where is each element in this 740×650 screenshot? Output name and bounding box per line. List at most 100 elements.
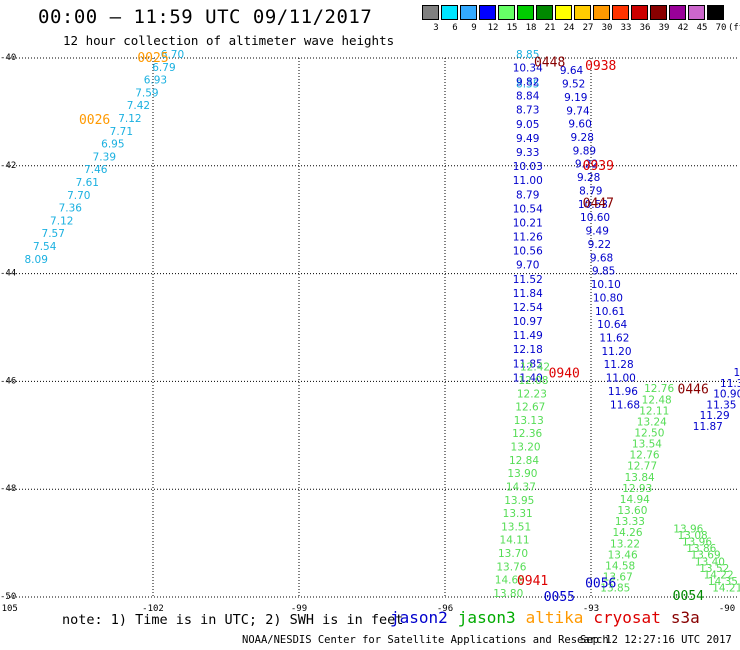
scale-tick-label: 6 bbox=[452, 23, 458, 33]
swh-value: 13.33 bbox=[615, 516, 645, 528]
swh-value: 13.85 bbox=[600, 583, 630, 595]
swh-value: 6.79 bbox=[152, 62, 175, 74]
swh-value: 8.79 bbox=[579, 185, 602, 197]
scale-swatch bbox=[441, 5, 458, 20]
swh-value: 9.74 bbox=[566, 105, 590, 117]
generated-timestamp: Sep 12 12:27:16 UTC 2017 bbox=[580, 634, 732, 646]
swh-value: 12.18 bbox=[513, 344, 543, 356]
swh-value: 7.46 bbox=[84, 164, 108, 176]
swh-value: 13.13 bbox=[514, 415, 544, 427]
swh-value: 13.60 bbox=[617, 505, 647, 517]
swh-value: 13.46 bbox=[608, 549, 638, 561]
satellite-legend: jason2 jason3 altika cryosat s3a bbox=[390, 608, 710, 627]
swh-value: 11.40 bbox=[513, 372, 543, 384]
lon-label: -93 bbox=[583, 604, 599, 614]
swh-value: 14.11 bbox=[500, 535, 530, 547]
swh-value: 12.23 bbox=[517, 388, 547, 400]
swh-value: 13.20 bbox=[511, 442, 541, 454]
scale-tick-label: 39 bbox=[658, 23, 670, 33]
swh-value: 14.26 bbox=[612, 527, 642, 539]
swh-value: 13.08 bbox=[678, 530, 708, 542]
scale-tick-label: 9 bbox=[471, 23, 477, 33]
scale-tick-label: 33 bbox=[620, 23, 632, 33]
swh-value: 12.77 bbox=[627, 461, 657, 473]
swh-value: 7.57 bbox=[42, 228, 65, 240]
swh-value: 7.39 bbox=[93, 151, 116, 163]
swh-value: 14.94 bbox=[620, 494, 650, 506]
scale-swatch bbox=[460, 5, 477, 20]
scale-swatch bbox=[517, 5, 534, 20]
lat-label: -46 bbox=[0, 376, 16, 386]
swh-value: 13.54 bbox=[632, 439, 662, 451]
swh-value: 11.29 bbox=[700, 410, 730, 422]
swh-value: 13.95 bbox=[504, 495, 534, 507]
legend-item-altika: altika bbox=[525, 608, 584, 627]
swh-value: 10.80 bbox=[593, 292, 623, 304]
scale-swatch bbox=[555, 5, 572, 20]
pass-time-label: 0446 bbox=[678, 382, 709, 397]
swh-value: 10.56 bbox=[513, 246, 543, 258]
swh-value: 11.00 bbox=[513, 175, 543, 187]
swh-value: 9.28 bbox=[571, 132, 594, 144]
scale-swatch bbox=[669, 5, 686, 20]
lat-label: -40 bbox=[0, 53, 16, 63]
scale-swatch bbox=[479, 5, 496, 20]
swh-value: 12.50 bbox=[634, 427, 664, 439]
swh-value: 12.48 bbox=[642, 394, 672, 406]
legend-item-jason3: jason3 bbox=[457, 608, 516, 627]
swh-value: 11.87 bbox=[693, 421, 723, 433]
swh-value: 12.42 bbox=[520, 362, 550, 374]
scale-swatch bbox=[650, 5, 667, 20]
scale-tick-label: 3 bbox=[433, 23, 439, 33]
swh-value: 11.68 bbox=[610, 399, 640, 411]
swh-value: 9.82 bbox=[516, 77, 539, 89]
swh-value: 9.22 bbox=[575, 159, 598, 171]
swh-value: 9.49 bbox=[586, 226, 609, 238]
swh-value: 9.52 bbox=[562, 79, 585, 91]
pass-time-label: 0448 bbox=[534, 55, 565, 70]
swh-value: 11.35 bbox=[706, 399, 736, 411]
scale-swatch bbox=[536, 5, 553, 20]
swh-value: 7.42 bbox=[127, 100, 150, 112]
scale-swatch bbox=[574, 5, 591, 20]
swh-value: 9.49 bbox=[516, 133, 539, 145]
swh-value: 10.54 bbox=[513, 203, 543, 215]
swh-value: 8.73 bbox=[516, 105, 539, 117]
swh-value: 13.70 bbox=[498, 548, 528, 560]
swh-value: 13.22 bbox=[610, 538, 640, 550]
swh-value: 12.93 bbox=[622, 483, 652, 495]
swh-value: 6.70 bbox=[161, 49, 184, 61]
swh-value: 11.85 bbox=[513, 358, 543, 370]
swh-value: 14.21 bbox=[712, 583, 740, 595]
swh-value: 11.84 bbox=[513, 288, 543, 300]
swh-value: 13.96 bbox=[682, 536, 712, 548]
swh-value: 13.84 bbox=[625, 472, 655, 484]
lon-label: -99 bbox=[291, 604, 307, 614]
scale-unit: (ft) bbox=[728, 23, 740, 33]
swh-value: 11.34 bbox=[720, 378, 740, 390]
swh-value: 10.64 bbox=[597, 319, 627, 331]
swh-value: 7.70 bbox=[67, 190, 90, 202]
swh-value: 10.03 bbox=[513, 161, 543, 173]
legend-item-jason2: jason2 bbox=[390, 608, 448, 627]
scale-tick-label: 30 bbox=[601, 23, 613, 33]
swh-value: 11.62 bbox=[599, 333, 629, 345]
swh-value: 13.69 bbox=[691, 550, 721, 562]
page-subtitle: 12 hour collection of altimeter wave hei… bbox=[63, 33, 395, 48]
lon-label: -96 bbox=[437, 604, 453, 614]
scale-swatch bbox=[612, 5, 629, 20]
swh-value: 6.95 bbox=[101, 139, 124, 151]
swh-value: 11.28 bbox=[604, 359, 634, 371]
pass-time-label: 0055 bbox=[544, 590, 575, 605]
swh-value: 13.51 bbox=[501, 521, 531, 533]
swh-value: 12.76 bbox=[644, 383, 674, 395]
swh-value: 12.54 bbox=[513, 302, 543, 314]
swh-value: 10. bbox=[734, 367, 740, 379]
pass-time-label: 0938 bbox=[585, 59, 616, 74]
swh-value: 10.90 bbox=[713, 389, 740, 401]
pass-time-label: 0939 bbox=[583, 159, 614, 174]
scale-swatch bbox=[593, 5, 610, 20]
swh-value: 12.84 bbox=[509, 455, 539, 467]
swh-value: 7.61 bbox=[76, 177, 99, 189]
